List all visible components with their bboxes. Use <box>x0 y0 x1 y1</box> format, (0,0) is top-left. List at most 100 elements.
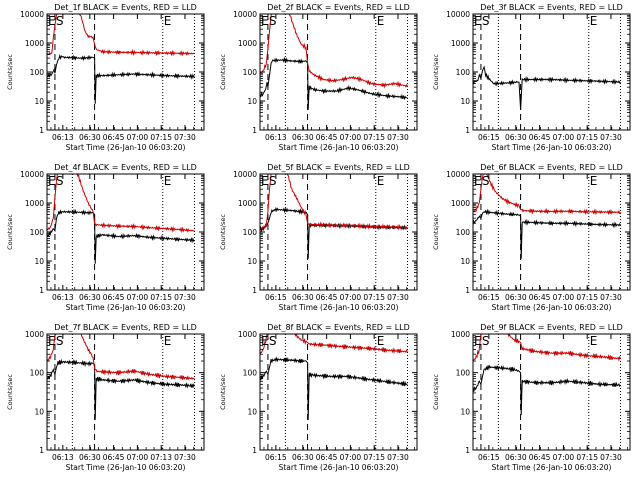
x-tick-label: 07:30 <box>600 453 622 462</box>
y-tick-label: 1000 <box>25 39 44 48</box>
x-tick-label: 06:13 <box>52 453 74 462</box>
x-tick-label: 07:30 <box>174 293 196 302</box>
x-axis-label: Start Time (26-Jan-10 06:03:20) <box>66 143 186 152</box>
y-axis-label: Counts/sec <box>219 214 227 250</box>
y-tick-label: 1 <box>39 286 44 295</box>
x-tick-label: 06:30 <box>79 293 101 302</box>
chart-title: Det_3f BLACK = Events, RED = LLD <box>480 3 623 12</box>
chart-title: Det_9f BLACK = Events, RED = LLD <box>480 323 623 332</box>
plot-frame <box>259 333 418 451</box>
marker-letter-label: E <box>261 334 269 348</box>
chart-title: Det_5f BLACK = Events, RED = LLD <box>267 163 410 172</box>
x-tick-label: 07:00 <box>553 453 575 462</box>
y-tick-label: 10 <box>460 97 470 106</box>
lld-series-line <box>260 174 408 231</box>
chart-title: Det_6f BLACK = Events, RED = LLD <box>480 163 623 172</box>
x-tick-label: 06:15 <box>478 293 500 302</box>
y-tick-label: 100 <box>30 228 45 237</box>
x-axis-label: Start Time (26-Jan-10 06:03:20) <box>66 463 186 472</box>
y-tick-label: 1 <box>39 126 44 135</box>
x-tick-label: 07:30 <box>387 453 409 462</box>
chart-panel-7: Det_7f BLACK = Events, RED = LLD 1 10 100 10… <box>6 323 205 472</box>
y-tick-label: 1000 <box>451 39 470 48</box>
y-tick-label: 100 <box>456 228 471 237</box>
events-series-line <box>473 208 621 259</box>
plot-frame <box>259 173 418 291</box>
events-series-line <box>47 358 195 420</box>
x-tick-label: 07:30 <box>174 453 196 462</box>
y-tick-label: 1000 <box>25 330 44 339</box>
marker-letter-label: E <box>48 14 56 28</box>
y-tick-label: 10 <box>460 257 470 266</box>
plot-frame <box>46 333 205 451</box>
y-tick-label: 1 <box>252 126 257 135</box>
marker-letter-label: E <box>377 334 385 348</box>
x-tick-label: 07:00 <box>127 133 149 142</box>
marker-letter-label: E <box>590 14 598 28</box>
y-tick-label: 10000 <box>233 170 257 179</box>
y-axis-label: Counts/sec <box>432 374 440 410</box>
x-tick-label: 06:30 <box>79 453 101 462</box>
chart-title: Det_8f BLACK = Events, RED = LLD <box>267 323 410 332</box>
x-tick-label: 07:15 <box>576 293 598 302</box>
chart-panel-1: Det_1f BLACK = Events, RED = LLD 1 10 100 10… <box>6 3 205 152</box>
y-tick-label: 1000 <box>238 39 257 48</box>
y-tick-label: 10000 <box>446 10 470 19</box>
marker-letter-label: E <box>164 14 172 28</box>
x-tick-label: 06:13 <box>265 133 287 142</box>
y-tick-label: 10000 <box>446 170 470 179</box>
chart-title: Det_4f BLACK = Events, RED = LLD <box>54 163 197 172</box>
marker-letter-label: S <box>482 174 490 188</box>
y-axis-label: Counts/sec <box>432 214 440 250</box>
marker-letter-label: E <box>261 14 269 28</box>
x-axis-label: Start Time (26-Jan-10 06:03:20) <box>492 143 612 152</box>
x-tick-label: 06:13 <box>52 293 74 302</box>
x-tick-label: 07:30 <box>387 293 409 302</box>
y-tick-label: 10 <box>247 407 257 416</box>
x-tick-label: 06:45 <box>529 133 551 142</box>
y-tick-label: 10 <box>247 257 257 266</box>
x-tick-label: 07:00 <box>553 133 575 142</box>
x-tick-label: 07:00 <box>340 133 362 142</box>
x-tick-label: 07:30 <box>174 133 196 142</box>
y-tick-label: 10 <box>34 97 44 106</box>
y-tick-label: 10 <box>34 407 44 416</box>
events-series-line <box>260 206 408 259</box>
lld-series-line <box>47 14 195 57</box>
marker-letter-label: E <box>164 174 172 188</box>
x-tick-label: 06:30 <box>292 133 314 142</box>
x-tick-label: 06:45 <box>529 293 551 302</box>
marker-letter-label: E <box>164 334 172 348</box>
x-tick-label: 07:15 <box>363 133 385 142</box>
marker-letter-label: E <box>377 14 385 28</box>
lld-series-line <box>473 334 621 362</box>
plot-frame <box>46 173 205 291</box>
y-tick-label: 100 <box>243 369 258 378</box>
marker-letter-label: E <box>590 334 598 348</box>
y-axis-label: Counts/sec <box>6 374 14 410</box>
events-series-line <box>260 356 408 420</box>
y-tick-label: 1 <box>465 286 470 295</box>
y-tick-label: 100 <box>243 228 258 237</box>
y-tick-label: 1 <box>465 446 470 455</box>
x-axis-label: Start Time (26-Jan-10 06:03:20) <box>279 463 399 472</box>
y-tick-label: 1 <box>39 446 44 455</box>
x-tick-label: 06:45 <box>103 293 125 302</box>
events-series-line <box>473 364 621 416</box>
x-tick-label: 07:15 <box>150 133 172 142</box>
chart-panel-6: Det_6f BLACK = Events, RED = LLD 1 10 100 10… <box>432 163 631 312</box>
lld-series-line <box>260 14 408 89</box>
x-tick-label: 06:30 <box>79 133 101 142</box>
marker-letter-label: S <box>56 14 64 28</box>
x-tick-label: 07:15 <box>150 293 172 302</box>
events-series-line <box>473 65 621 110</box>
marker-letter-label: S <box>56 174 64 188</box>
x-tick-label: 06:45 <box>316 293 338 302</box>
chart-panel-2: Det_2f BLACK = Events, RED = LLD 1 10 100 10… <box>219 3 418 152</box>
y-tick-label: 1 <box>252 446 257 455</box>
y-tick-label: 1000 <box>451 199 470 208</box>
events-series-line <box>47 208 195 264</box>
marker-letter-label: S <box>56 334 64 348</box>
x-tick-label: 07:15 <box>363 453 385 462</box>
